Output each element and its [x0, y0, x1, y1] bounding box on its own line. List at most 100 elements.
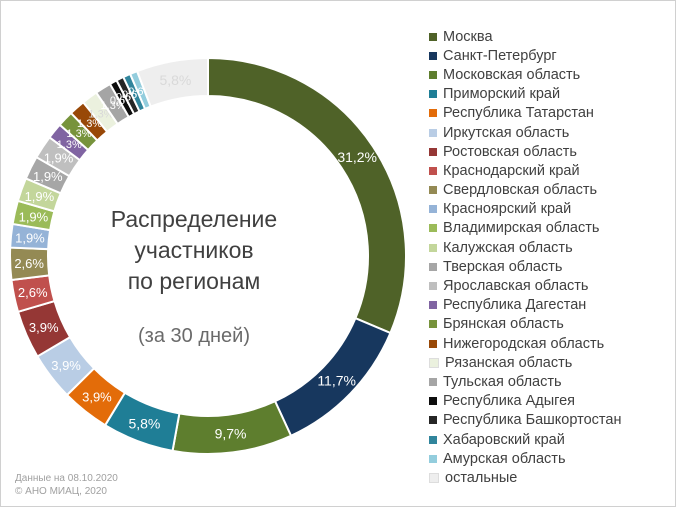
center-title-line-3: по регионам: [127, 268, 261, 294]
legend-item-16: Брянская область: [429, 315, 674, 334]
slice-label-24: 5,8%: [159, 72, 191, 88]
legend-item-4: Приморский край: [429, 85, 674, 104]
chart-legend: Москва Санкт-Петербург Московская область П…: [429, 27, 674, 488]
legend-swatch-16: [429, 320, 437, 329]
legend-label-15: Республика Дагестан: [443, 297, 587, 314]
legend-label-21: Республика Башкортостан: [443, 412, 622, 429]
legend-item-17: Нижегородская область: [429, 334, 674, 353]
legend-label-9: Свердловская область: [443, 182, 598, 199]
legend-swatch-24: [429, 472, 439, 483]
center-title-line-2: участников: [134, 237, 254, 263]
legend-label-12: Калужская область: [443, 239, 573, 256]
legend-item-10: Красноярский край: [429, 200, 674, 219]
slice-label-6: 3,9%: [51, 358, 81, 373]
slice-label-7: 3,9%: [29, 320, 59, 335]
legend-swatch-15: [429, 301, 437, 310]
legend-label-7: Ростовская область: [443, 143, 577, 160]
legend-label-13: Тверская область: [443, 258, 563, 275]
legend-swatch-8: [429, 166, 437, 175]
slice-label-16: 1,3%: [66, 128, 91, 140]
legend-label-6: Иркутская область: [443, 124, 570, 141]
legend-item-23: Амурская область: [429, 449, 674, 468]
legend-swatch-23: [429, 454, 437, 463]
center-subtitle: (за 30 дней): [138, 325, 250, 347]
legend-swatch-9: [429, 186, 437, 195]
legend-swatch-14: [429, 282, 437, 291]
legend-label-20: Республика Адыгея: [443, 393, 576, 410]
legend-swatch-11: [429, 224, 437, 233]
legend-item-15: Республика Дагестан: [429, 296, 674, 315]
legend-item-1: Москва: [429, 27, 674, 46]
legend-swatch-2: [429, 51, 437, 60]
slice-24: [135, 56, 209, 108]
legend-swatch-10: [429, 205, 437, 214]
legend-label-16: Брянская область: [443, 316, 564, 333]
legend-swatch-1: [429, 32, 437, 41]
legend-swatch-5: [429, 109, 437, 118]
legend-swatch-17: [429, 339, 437, 348]
legend-item-2: Санкт-Петербург: [429, 46, 674, 65]
slice-label-18: 1,3%: [88, 109, 113, 121]
legend-label-2: Санкт-Петербург: [443, 47, 557, 64]
legend-label-10: Красноярский край: [443, 201, 572, 218]
legend-item-8: Краснодарский край: [429, 161, 674, 180]
legend-item-19: Тульская область: [429, 372, 674, 391]
center-title: Распределение участников по регионам: [99, 204, 289, 297]
slice-label-3: 9,7%: [215, 426, 247, 442]
slice-label-14: 1,9%: [44, 151, 74, 166]
center-title-line-1: Распределение: [110, 206, 278, 232]
legend-item-18: Рязанская область: [429, 353, 674, 372]
slice-label-19: 1,3%: [101, 100, 126, 112]
legend-label-24: остальные: [445, 469, 518, 486]
footnote: Данные на 08.10.2020 © АНО МИАЦ, 2020: [15, 472, 118, 498]
slice-label-2: 11,7%: [317, 372, 356, 388]
legend-item-12: Калужская область: [429, 238, 674, 257]
slice-label-9: 2,6%: [14, 256, 44, 271]
slice-label-8: 2,6%: [18, 285, 48, 300]
legend-item-22: Хабаровский край: [429, 430, 674, 449]
legend-label-3: Московская область: [443, 66, 581, 83]
legend-swatch-3: [429, 70, 437, 79]
slice-label-1: 31,2%: [337, 149, 377, 165]
legend-label-18: Рязанская область: [445, 354, 573, 371]
legend-item-24: остальные: [429, 468, 674, 487]
legend-item-9: Свердловская область: [429, 181, 674, 200]
legend-swatch-21: [429, 416, 437, 425]
legend-swatch-6: [429, 128, 437, 137]
legend-swatch-7: [429, 147, 437, 156]
legend-swatch-4: [429, 90, 437, 99]
legend-label-8: Краснодарский край: [443, 162, 580, 179]
legend-swatch-18: [429, 357, 439, 368]
legend-label-1: Москва: [443, 28, 493, 45]
legend-label-22: Хабаровский край: [443, 431, 565, 448]
legend-label-4: Приморский край: [443, 86, 561, 103]
legend-label-11: Владимирская область: [443, 220, 600, 237]
slice-label-5: 3,9%: [82, 389, 112, 404]
legend-item-7: Ростовская область: [429, 142, 674, 161]
legend-item-13: Тверская область: [429, 257, 674, 276]
slice-label-12: 1,9%: [25, 189, 55, 204]
legend-item-20: Республика Адыгея: [429, 392, 674, 411]
slice-label-13: 1,9%: [33, 169, 63, 184]
legend-label-23: Амурская область: [443, 450, 566, 467]
legend-label-5: Республика Татарстан: [443, 105, 594, 122]
legend-item-3: Московская область: [429, 65, 674, 84]
legend-swatch-13: [429, 262, 437, 271]
legend-swatch-22: [429, 435, 437, 444]
slice-label-17: 1,3%: [77, 118, 102, 130]
legend-swatch-12: [429, 243, 437, 252]
legend-swatch-20: [429, 397, 437, 406]
legend-item-21: Республика Башкортостан: [429, 411, 674, 430]
legend-swatch-19: [429, 377, 437, 386]
footnote-date: Данные на 08.10.2020: [15, 473, 118, 484]
footnote-copyright: © АНО МИАЦ, 2020: [15, 486, 107, 497]
slice-label-15: 1,3%: [57, 139, 82, 151]
slice-label-10: 1,9%: [15, 231, 45, 246]
legend-item-6: Иркутская область: [429, 123, 674, 142]
legend-label-14: Ярославская область: [443, 278, 589, 295]
slice-label-4: 5,8%: [128, 415, 160, 431]
legend-item-11: Владимирская область: [429, 219, 674, 238]
slice-label-11: 1,9%: [19, 209, 49, 224]
